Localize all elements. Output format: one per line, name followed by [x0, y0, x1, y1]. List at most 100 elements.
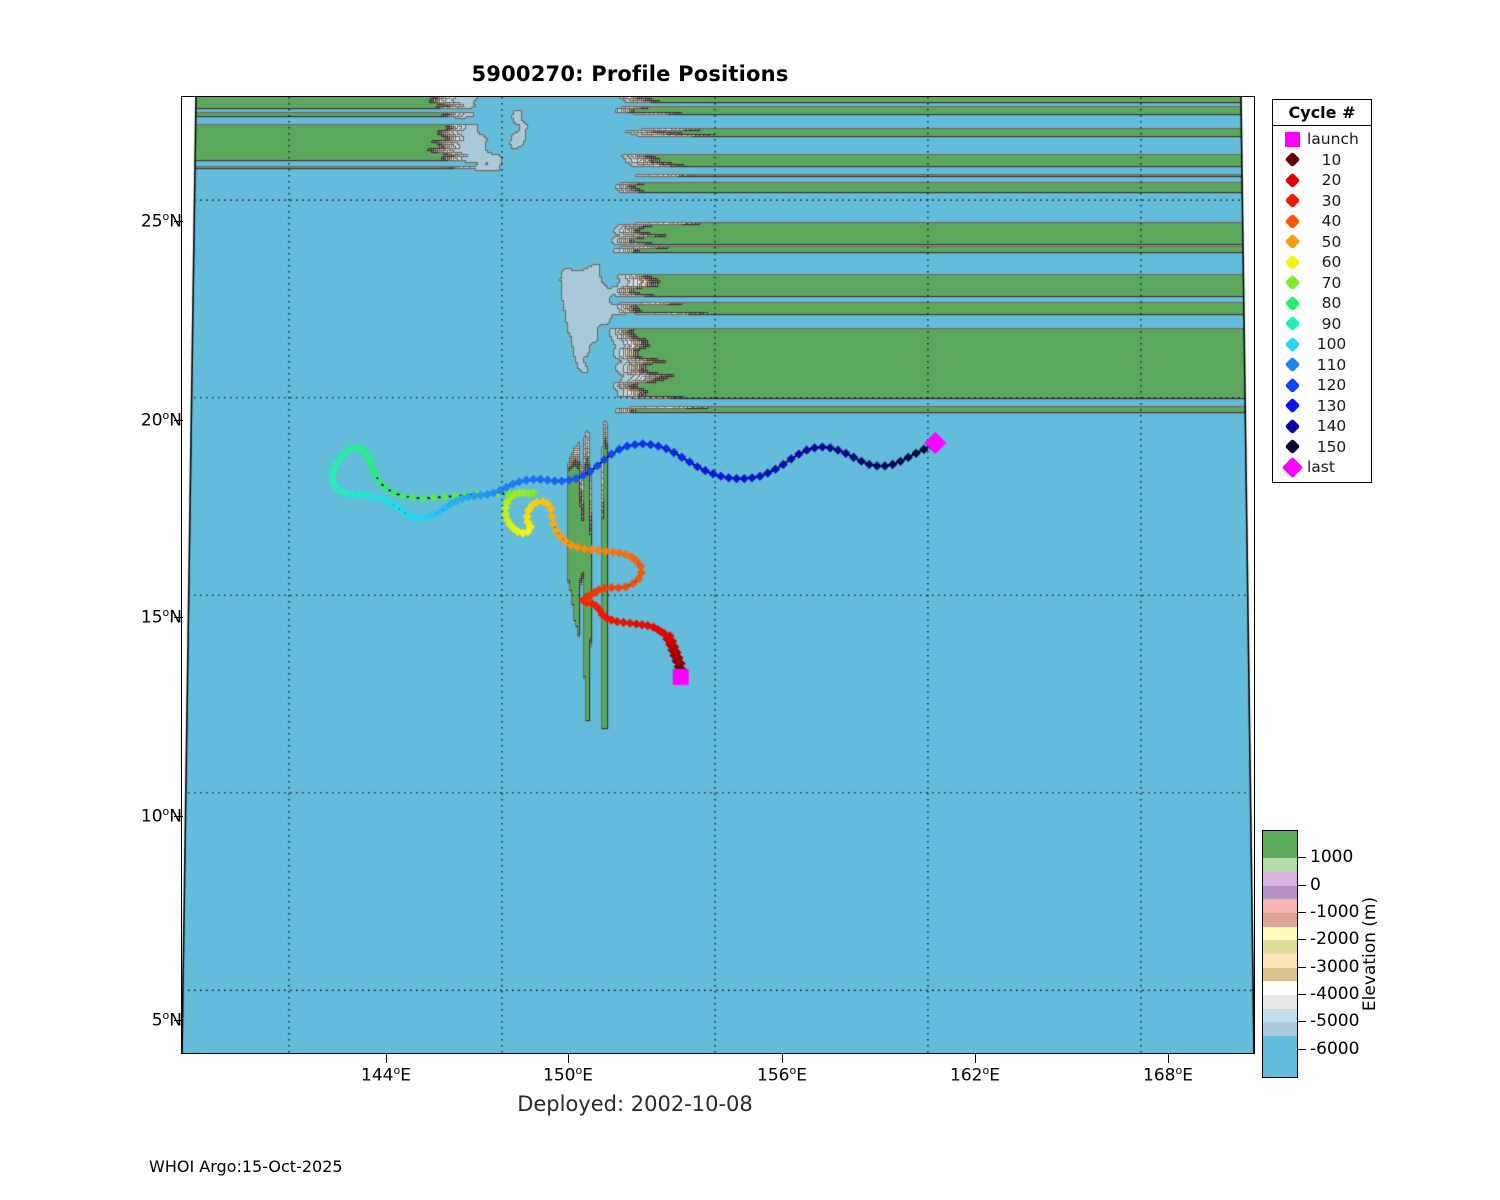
legend-row-60[interactable]: 60 [1273, 252, 1371, 273]
bathymetry-map-canvas[interactable] [182, 97, 1254, 1053]
legend-row-140[interactable]: 140 [1273, 416, 1371, 437]
legend-row-50[interactable]: 50 [1273, 232, 1371, 253]
legend-label-100: 100 [1316, 335, 1347, 354]
legend-label-80: 80 [1321, 294, 1342, 313]
y-tick-15 [174, 617, 183, 618]
legend-marker-50-icon [1280, 233, 1304, 250]
colorbar-segment-3 [1263, 885, 1297, 900]
credit-label: WHOI Argo:15-Oct-2025 [149, 1157, 343, 1176]
x-tick-label-150: 150oE [543, 1064, 593, 1086]
legend-label-50: 50 [1321, 232, 1342, 251]
colorbar-tick-label--5000: -5000 [1310, 1011, 1360, 1032]
legend-row-110[interactable]: 110 [1273, 355, 1371, 376]
legend-marker-130-icon [1280, 397, 1304, 414]
legend-label-60: 60 [1321, 253, 1342, 272]
colorbar-segment-14 [1263, 1035, 1297, 1077]
colorbar-tick--5000 [1298, 1021, 1306, 1023]
colorbar-segment-10 [1263, 981, 1297, 995]
legend-marker-20-icon [1280, 172, 1304, 189]
legend-marker-100-icon [1280, 336, 1304, 353]
colorbar-tick-label--6000: -6000 [1310, 1038, 1360, 1059]
colorbar-tick-label-0: 0 [1310, 874, 1321, 895]
legend-marker-150-icon [1280, 438, 1304, 455]
legend-marker-launch-icon [1280, 131, 1304, 147]
colorbar-tick-label--1000: -1000 [1310, 902, 1360, 922]
x-tick-168 [1168, 1054, 1169, 1063]
y-tick-10 [174, 816, 183, 817]
colorbar-tick-label--3000: -3000 [1310, 956, 1360, 977]
legend-label-110: 110 [1316, 355, 1347, 374]
legend-marker-40-icon [1280, 213, 1304, 230]
legend-marker-10-icon [1280, 151, 1304, 168]
legend-row-30[interactable]: 30 [1273, 191, 1371, 212]
colorbar-segment-13 [1263, 1022, 1297, 1036]
x-tick-label-162: 162oE [950, 1064, 1000, 1086]
legend-marker-120-icon [1280, 377, 1304, 394]
legend-row-launch[interactable]: launch [1273, 129, 1371, 150]
colorbar-tick--6000 [1298, 1048, 1306, 1050]
legend-row-last[interactable]: last [1273, 456, 1371, 478]
page-title: 5900270: Profile Positions [471, 62, 789, 86]
colorbar-segment-1 [1263, 858, 1297, 872]
colorbar-tick-0 [1298, 884, 1306, 886]
x-tick-label-168: 168oE [1143, 1064, 1193, 1086]
colorbar-segment-2 [1263, 871, 1297, 886]
colorbar-tick--1000 [1298, 912, 1306, 913]
colorbar-axis-label: Elevation (m) [1360, 896, 1380, 1012]
legend-row-20[interactable]: 20 [1273, 170, 1371, 191]
legend-label-120: 120 [1316, 376, 1347, 395]
colorbar-segment-9 [1263, 967, 1297, 982]
colorbar-tick-label-1000: 1000 [1310, 847, 1354, 868]
legend-marker-80-icon [1280, 295, 1304, 312]
legend-label-10: 10 [1321, 150, 1342, 169]
legend-row-150[interactable]: 150 [1273, 437, 1371, 458]
y-tick-label-25: 25oN [140, 210, 182, 232]
elevation-colorbar[interactable] [1262, 830, 1298, 1078]
x-tick-label-156: 156oE [757, 1064, 807, 1086]
y-tick-5 [174, 1020, 183, 1021]
legend-label-70: 70 [1321, 273, 1342, 292]
legend-label-30: 30 [1321, 191, 1342, 210]
cycle-legend[interactable]: Cycle # launch 10 20 30 40 50 60 70 80 90 100 110 12… [1272, 99, 1372, 483]
y-tick-label-15: 15oN [140, 606, 182, 628]
x-tick-label-144: 144oE [361, 1064, 411, 1086]
legend-label-40: 40 [1321, 212, 1342, 231]
legend-label-140: 140 [1316, 417, 1347, 436]
legend-row-10[interactable]: 10 [1273, 150, 1371, 171]
colorbar-tick-label--2000: -2000 [1310, 929, 1360, 950]
x-tick-162 [975, 1054, 976, 1063]
y-tick-label-5: 5oN [151, 1009, 182, 1031]
deployed-date-label: Deployed: 2002-10-08 [517, 1092, 753, 1116]
legend-row-120[interactable]: 120 [1273, 375, 1371, 396]
colorbar-tick--3000 [1298, 966, 1306, 968]
colorbar-segment-7 [1263, 940, 1297, 954]
colorbar-segment-5 [1263, 912, 1297, 927]
colorbar-segment-4 [1263, 899, 1297, 913]
legend-row-80[interactable]: 80 [1273, 293, 1371, 314]
x-tick-144 [386, 1054, 387, 1063]
y-tick-20 [174, 420, 183, 421]
legend-body[interactable]: launch 10 20 30 40 50 60 70 80 90 100 110 120 130 140 1… [1273, 126, 1371, 482]
map-plot-area[interactable] [181, 96, 1255, 1054]
legend-label-launch: launch [1307, 130, 1359, 149]
colorbar-tick-1000 [1298, 857, 1306, 859]
colorbar-tick--2000 [1298, 939, 1306, 941]
legend-label-last: last [1307, 458, 1335, 477]
legend-row-90[interactable]: 90 [1273, 314, 1371, 335]
legend-label-130: 130 [1316, 396, 1347, 415]
legend-marker-30-icon [1280, 192, 1304, 209]
legend-row-130[interactable]: 130 [1273, 396, 1371, 417]
legend-row-40[interactable]: 40 [1273, 211, 1371, 232]
colorbar-segment-6 [1263, 926, 1297, 941]
legend-row-70[interactable]: 70 [1273, 273, 1371, 294]
legend-marker-90-icon [1280, 315, 1304, 332]
y-tick-25 [174, 221, 183, 222]
legend-label-150: 150 [1316, 437, 1347, 456]
colorbar-segment-11 [1263, 994, 1297, 1009]
legend-marker-last-icon [1280, 456, 1304, 478]
legend-label-90: 90 [1321, 314, 1342, 333]
colorbar-tick-label--4000: -4000 [1310, 984, 1360, 1004]
legend-marker-110-icon [1280, 356, 1304, 373]
colorbar-segment-12 [1263, 1008, 1297, 1023]
legend-row-100[interactable]: 100 [1273, 334, 1371, 355]
